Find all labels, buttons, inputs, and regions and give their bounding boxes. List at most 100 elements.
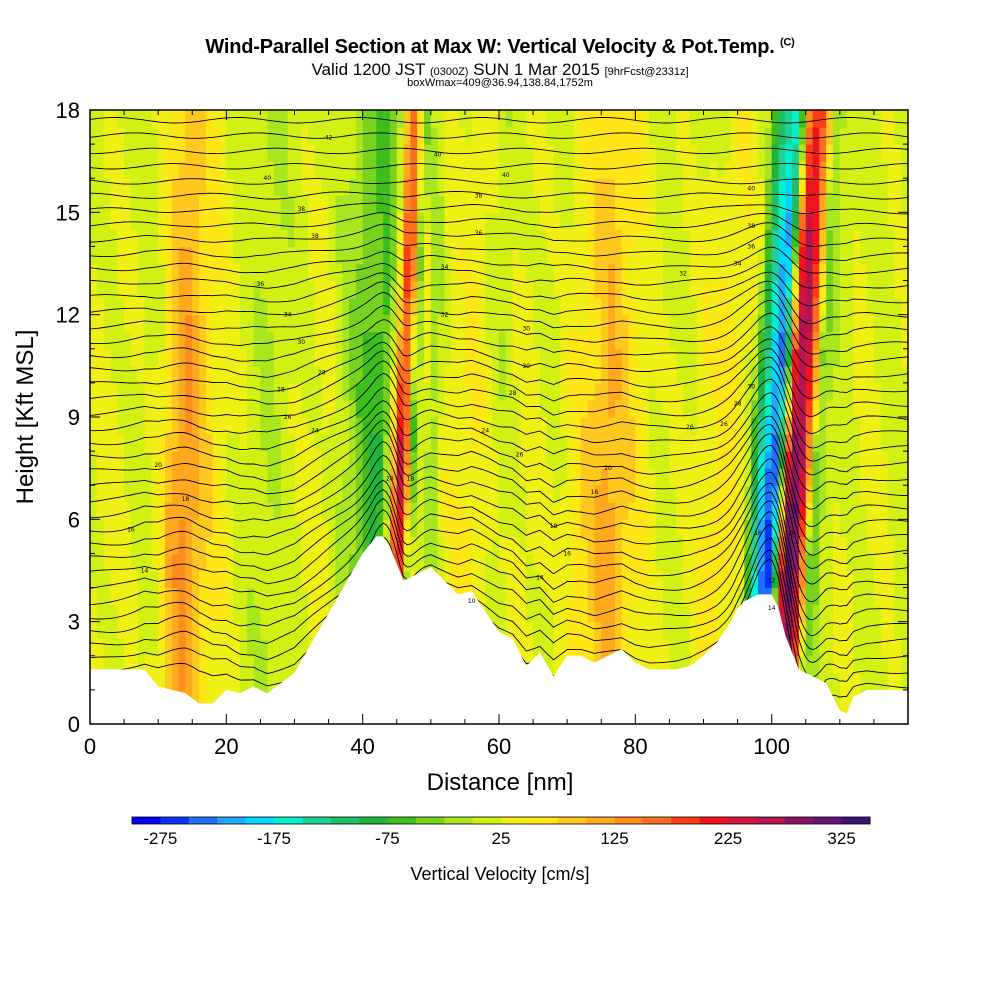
field-cell xyxy=(178,621,187,640)
field-cell xyxy=(628,485,636,503)
field-cell xyxy=(662,161,671,179)
field-cell xyxy=(860,331,868,350)
field-cell xyxy=(505,587,514,606)
field-cell xyxy=(839,536,848,555)
field-cell xyxy=(519,212,527,230)
field-cell xyxy=(124,110,132,128)
theta-label: 28 xyxy=(318,370,326,377)
field-cell xyxy=(560,348,568,367)
field-cell xyxy=(90,127,98,145)
field-cell xyxy=(158,570,166,589)
field-cell xyxy=(335,382,343,401)
field-cell xyxy=(696,502,705,520)
field-cell xyxy=(594,468,602,486)
field-cell xyxy=(608,638,616,657)
field-cell xyxy=(785,246,793,265)
field-cell xyxy=(860,110,868,128)
field-cell xyxy=(860,297,868,316)
field-cell xyxy=(826,519,834,537)
field-cell xyxy=(846,110,855,128)
field-cell xyxy=(199,280,207,299)
field-cell xyxy=(151,621,159,640)
field-cell xyxy=(164,417,173,435)
field-cell xyxy=(314,110,323,128)
field-cell xyxy=(819,570,827,589)
field-cell xyxy=(301,519,309,537)
field-cell xyxy=(669,263,677,282)
field-cell xyxy=(396,365,405,384)
field-cell xyxy=(553,365,561,384)
field-cell xyxy=(178,672,187,691)
field-cell xyxy=(546,502,555,520)
field-cell xyxy=(880,604,889,623)
field-cell xyxy=(771,331,780,350)
field-cell xyxy=(458,144,466,162)
field-cell xyxy=(846,587,855,606)
field-cell xyxy=(144,246,152,265)
field-cell xyxy=(110,468,118,486)
field-cell xyxy=(710,212,718,230)
field-cell xyxy=(437,519,446,537)
field-cell xyxy=(546,246,555,265)
field-cell xyxy=(614,451,623,469)
field-cell xyxy=(676,127,684,145)
field-cell xyxy=(171,655,180,674)
field-cell xyxy=(96,434,105,452)
field-cell xyxy=(376,144,384,162)
field-cell xyxy=(744,127,752,145)
field-cell xyxy=(717,280,725,299)
field-cell xyxy=(826,229,834,248)
field-cell xyxy=(730,195,739,213)
y-tick-label: 9 xyxy=(68,405,80,430)
field-cell xyxy=(880,348,889,367)
field-cell xyxy=(205,638,214,657)
field-cell xyxy=(417,502,425,520)
field-cell xyxy=(689,502,698,520)
field-cell xyxy=(621,161,630,179)
field-cell xyxy=(164,365,173,384)
field-cell xyxy=(512,604,521,623)
field-cell xyxy=(90,280,98,299)
field-cell xyxy=(764,570,773,589)
field-cell xyxy=(696,280,705,299)
colorbar-tick-label: 225 xyxy=(714,829,742,848)
field-cell xyxy=(492,536,500,555)
field-cell xyxy=(321,229,330,248)
theta-contour-line xyxy=(90,424,908,528)
field-cell xyxy=(417,178,425,196)
field-cell xyxy=(608,485,616,503)
field-cell xyxy=(233,587,241,606)
field-cell xyxy=(158,314,166,333)
field-cell xyxy=(124,246,132,265)
field-cell xyxy=(839,570,848,589)
field-cell xyxy=(239,229,248,248)
colorbar-tick-label: -75 xyxy=(375,829,400,848)
field-cell xyxy=(601,263,609,282)
field-cell xyxy=(96,195,105,213)
field-cell xyxy=(764,417,773,435)
field-cell xyxy=(403,110,411,128)
field-cell xyxy=(417,348,425,367)
field-cell xyxy=(226,178,234,196)
field-cell xyxy=(601,280,609,299)
field-cell xyxy=(717,604,725,623)
field-cell xyxy=(437,280,446,299)
field-cell xyxy=(901,655,908,674)
field-cell xyxy=(608,144,616,162)
field-cell xyxy=(512,434,521,452)
field-cell xyxy=(839,178,848,196)
theta-label: 26 xyxy=(686,424,694,431)
field-cell xyxy=(839,434,848,452)
field-cell xyxy=(662,195,671,213)
field-cell xyxy=(314,621,323,640)
field-cell xyxy=(96,297,105,316)
field-cell xyxy=(771,212,780,230)
field-cell xyxy=(785,382,793,401)
field-cell xyxy=(839,314,848,333)
field-cell xyxy=(594,382,602,401)
field-cell xyxy=(608,127,616,145)
field-cell xyxy=(737,417,745,435)
field-cell xyxy=(778,434,786,452)
field-cell xyxy=(110,570,118,589)
field-cell xyxy=(860,195,868,213)
